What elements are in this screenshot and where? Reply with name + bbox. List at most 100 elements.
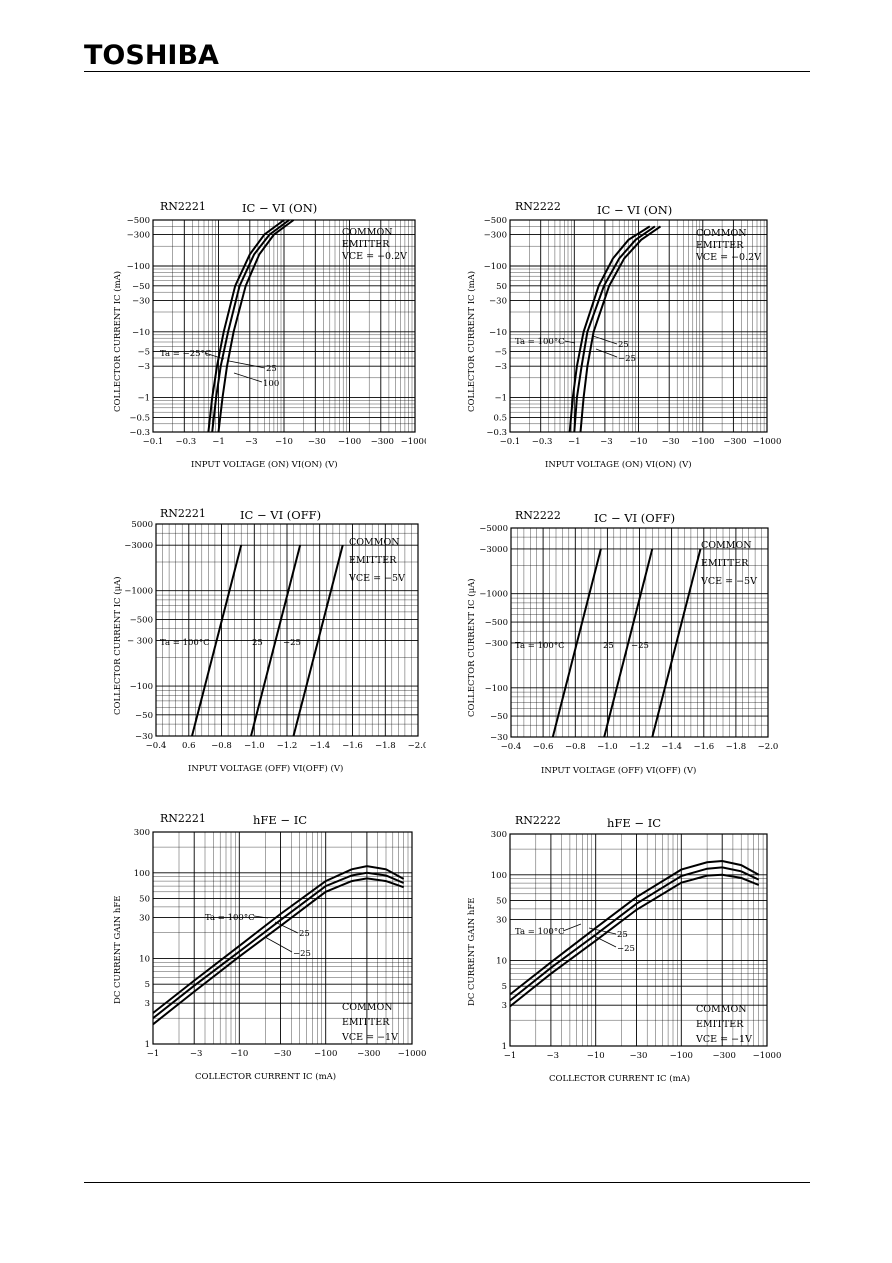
chart-title: IC − VI (OFF) bbox=[594, 511, 675, 525]
series-label-100: 100 bbox=[263, 379, 279, 389]
y-tick-label: 5000 bbox=[131, 520, 153, 530]
x-tick-label: −0.8 bbox=[565, 742, 586, 752]
note-line-2: EMITTER bbox=[696, 1019, 744, 1030]
y-tick-label: −50 bbox=[135, 711, 153, 721]
leader-line bbox=[228, 360, 266, 369]
x-tick-label: −3 bbox=[547, 1051, 560, 1061]
leader-line bbox=[593, 935, 617, 948]
y-tick-label: −5 bbox=[494, 348, 507, 358]
x-ticks: −1 −3 −10 −30 −100 −300 −1000 bbox=[504, 1051, 781, 1061]
x-tick-label: −0.3 bbox=[532, 437, 553, 447]
y-ticks: 5000 −3000 −1000 −500 − 300 −100 −50 −30 bbox=[124, 520, 153, 742]
note-line-1: COMMON bbox=[349, 537, 400, 548]
header-rule bbox=[84, 71, 810, 72]
x-ticks: −0.4 −0.6 −0.8 −1.0 −1.2 −1.4 −1.6 −1.8 −2.0 bbox=[501, 742, 779, 752]
y-tick-label: 3 bbox=[502, 1001, 507, 1011]
y-tick-label: −10 bbox=[489, 328, 507, 338]
chart-title: IC − VI (OFF) bbox=[240, 508, 321, 522]
y-tick-label: −100 bbox=[130, 682, 153, 692]
curves bbox=[207, 219, 295, 433]
leader-line bbox=[564, 340, 576, 344]
x-tick-label: −100 bbox=[314, 1049, 337, 1059]
x-tick-label: −30 bbox=[630, 1051, 648, 1061]
chart-hfe-ic-rn2221: RN2221 hFE − IC 300 100 50 30 10 5 3 1 −1 −3 −10−… bbox=[108, 808, 426, 1088]
chart-title: hFE − IC bbox=[607, 816, 661, 830]
series-line-2 bbox=[292, 544, 344, 737]
y-tick-label: −1 bbox=[137, 394, 150, 404]
y-axis-label: DC CURRENT GAIN hFE bbox=[467, 897, 477, 1006]
leader-line bbox=[595, 348, 618, 358]
x-tick-label: −1.8 bbox=[726, 742, 747, 752]
y-tick-label: −500 bbox=[484, 216, 507, 226]
series-line-2 bbox=[152, 877, 404, 1026]
series-label-ta-100: Ta = 100°C bbox=[515, 641, 565, 651]
leader-line bbox=[588, 927, 617, 935]
series-labels: Ta = 100°C 25 −25 bbox=[515, 641, 649, 651]
y-tick-label: 300 bbox=[134, 828, 150, 838]
x-tick-label: −1 bbox=[568, 437, 581, 447]
conditions-note: COMMON EMITTER VCE = −1V bbox=[695, 1004, 752, 1045]
x-tick-label: −300 bbox=[723, 437, 746, 447]
x-tick-label: −1.4 bbox=[661, 742, 682, 752]
y-tick-label: −3000 bbox=[124, 541, 153, 551]
toshiba-logo: TOSHIBA bbox=[84, 40, 219, 71]
y-tick-label: 100 bbox=[134, 869, 150, 879]
chart-ic-vi-on-rn2221: RN2221 IC − VI (ON) −500 −300 −100 −50 −30 −1… bbox=[108, 196, 426, 476]
plot-frame bbox=[155, 523, 419, 737]
y-tick-label: −5 bbox=[137, 348, 150, 358]
x-tick-label: −1.0 bbox=[244, 741, 265, 751]
y-axis-label: COLLECTOR CURRENT IC (μA) bbox=[466, 578, 477, 717]
y-tick-label: −100 bbox=[127, 262, 150, 272]
plot-frame bbox=[509, 219, 768, 433]
y-tick-label: −500 bbox=[130, 615, 153, 625]
x-tick-label: −0.6 bbox=[533, 742, 554, 752]
curves bbox=[191, 544, 344, 737]
series-label-ta-100: Ta = 100°C bbox=[160, 638, 210, 648]
series-line-1 bbox=[152, 871, 404, 1019]
curves bbox=[568, 225, 662, 433]
y-tick-label: −30 bbox=[489, 296, 507, 306]
y-tick-label: −100 bbox=[484, 262, 507, 272]
x-tick-label: −0.3 bbox=[175, 437, 196, 447]
chart-ic-vi-off-rn2221: RN2221 IC − VI (OFF) 5000 −3000 −1000 −500 −… bbox=[108, 503, 426, 783]
y-tick-label: 5 bbox=[145, 980, 150, 990]
y-tick-label: 3 bbox=[145, 999, 150, 1009]
y-tick-label: 1 bbox=[502, 1042, 507, 1052]
x-axis-label: INPUT VOLTAGE (ON) VI(ON) (V) bbox=[545, 459, 692, 470]
series-labels: Ta = 100°C 25 −25 bbox=[205, 913, 311, 959]
leader-line bbox=[233, 372, 263, 383]
chart-svg: RN2221 IC − VI (OFF) 5000 −3000 −1000 −500 −… bbox=[112, 507, 426, 774]
series-line-1 bbox=[603, 548, 654, 738]
part-name: RN2222 bbox=[515, 814, 561, 827]
series-label-minus25: −25 bbox=[631, 641, 649, 651]
x-tick-label: −0.1 bbox=[500, 437, 521, 447]
y-tick-label: −300 bbox=[484, 231, 507, 241]
plot-frame bbox=[152, 219, 416, 433]
series-line-0 bbox=[191, 544, 243, 737]
plot-frame bbox=[509, 833, 768, 1047]
y-tick-label: −30 bbox=[490, 733, 508, 743]
y-tick-label: −3 bbox=[137, 362, 150, 372]
series-line-0 bbox=[152, 865, 405, 1014]
footer-rule bbox=[84, 1182, 810, 1183]
y-tick-label: −500 bbox=[485, 618, 508, 628]
note-line-3: VCE = −5V bbox=[348, 573, 405, 584]
chart-svg: RN2222 IC − VI (OFF) −5000−3000−1000−500… bbox=[466, 509, 779, 776]
y-tick-label: −50 bbox=[490, 712, 508, 722]
part-name: RN2221 bbox=[160, 200, 206, 213]
series-label-25: 25 bbox=[252, 638, 263, 648]
x-tick-label: −0.1 bbox=[143, 437, 164, 447]
x-tick-label: −3 bbox=[600, 437, 613, 447]
leader-line bbox=[204, 352, 225, 360]
series-label-minus25: −25 bbox=[293, 949, 311, 959]
y-tick-label: 50 bbox=[496, 897, 507, 907]
series-line-1 bbox=[509, 866, 760, 1002]
part-name: RN2222 bbox=[515, 509, 561, 522]
series-label-ta-100: Ta = 100°C bbox=[205, 913, 255, 923]
y-axis-label: COLLECTOR CURRENT IC (mA) bbox=[112, 271, 123, 412]
x-tick-label: −10 bbox=[275, 437, 293, 447]
x-tick-label: −1.6 bbox=[342, 741, 363, 751]
x-tick-label: −100 bbox=[670, 1051, 693, 1061]
x-tick-label: −2.0 bbox=[758, 742, 779, 752]
y-tick-label: 50 bbox=[139, 895, 150, 905]
